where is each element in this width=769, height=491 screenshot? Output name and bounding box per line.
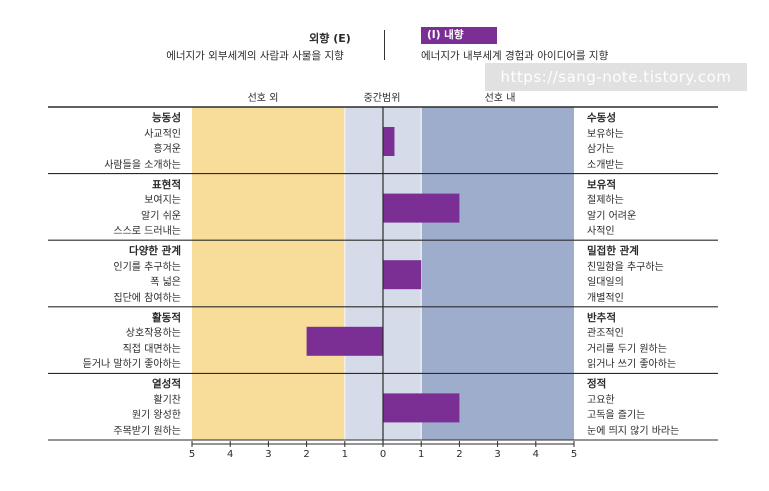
facet-left-item: 사람들을 소개하는 <box>104 159 181 171</box>
facet-right-item: 눈에 띄지 않기 바라는 <box>587 425 680 437</box>
x-tick-label: 0 <box>379 449 387 460</box>
facet-left-title: 능동성 <box>152 112 181 124</box>
x-tick-label: 4 <box>532 449 539 460</box>
zone-label-left: 선호 외 <box>247 93 279 104</box>
facet-left-item: 활기찬 <box>153 394 181 406</box>
facet-left-title: 열성적 <box>152 378 181 391</box>
facet-left-item: 흥겨운 <box>153 144 181 155</box>
x-tick-label: 5 <box>570 449 578 460</box>
watermark: https://sang-note.tistory.com <box>485 63 747 91</box>
header-divider <box>384 30 385 60</box>
x-tick-label: 1 <box>341 449 348 460</box>
facet-left-item: 상호작용하는 <box>125 328 181 340</box>
facet-right-title: 반추적 <box>587 311 616 324</box>
bar-5 <box>383 393 460 423</box>
facet-left-item: 인기를 추구하는 <box>113 261 181 273</box>
facet-left-title: 표현적 <box>152 178 181 191</box>
facet-right-item: 친밀함을 추구하는 <box>587 261 664 273</box>
facet-right-item: 일대일의 <box>587 277 624 289</box>
facet-right-title: 보유적 <box>587 178 616 191</box>
zone-label-middle: 중간범위 <box>363 93 401 104</box>
facet-left-item: 폭 넓은 <box>150 277 181 289</box>
zone-left-band <box>192 107 345 440</box>
facet-right-item: 개별적인 <box>587 292 624 304</box>
facet-right-item: 읽거나 쓰기 좋아하는 <box>587 359 677 371</box>
facet-right-title: 수동성 <box>587 112 616 124</box>
x-tick-label: 1 <box>418 449 425 460</box>
facet-left-item: 보여지는 <box>144 195 181 207</box>
facet-right-item: 관조적인 <box>587 328 624 340</box>
x-tick-label: 2 <box>303 449 310 460</box>
facet-left-item: 원기 왕성한 <box>131 410 181 422</box>
right-preference-title: (I) 내향 <box>421 27 497 44</box>
zone-label-right: 선호 내 <box>484 93 516 104</box>
bar-2 <box>383 193 460 223</box>
facet-right-title: 밀접한 관계 <box>587 245 639 258</box>
facet-left-item: 사교적인 <box>144 128 181 140</box>
x-tick-label: 4 <box>227 449 234 460</box>
x-tick-label: 3 <box>265 449 272 460</box>
left-preference-title: 외향 (E) <box>309 32 351 45</box>
facet-left-item: 주목받기 원하는 <box>113 425 181 437</box>
facet-left-title: 다양한 관계 <box>129 245 181 258</box>
bar-1 <box>383 127 395 156</box>
facet-left-item: 직접 대면하는 <box>122 343 181 355</box>
zone-right-band <box>421 107 574 440</box>
facet-right-item: 사적인 <box>587 226 615 238</box>
facet-right-item: 소개받는 <box>587 159 624 171</box>
x-tick-label: 3 <box>494 449 501 460</box>
right-preference-description: 에너지가 내부세계 경험과 아이디어를 지향 <box>421 50 609 62</box>
facet-right-item: 고독을 즐기는 <box>587 410 646 422</box>
facet-right-item: 고요한 <box>587 394 615 406</box>
facet-right-title: 정적 <box>587 378 607 391</box>
facet-left-title: 활동적 <box>152 311 181 324</box>
facet-left-item: 알기 쉬운 <box>141 210 181 222</box>
facet-left-item: 집단에 참여하는 <box>113 292 181 304</box>
facet-right-item: 절제하는 <box>587 195 624 207</box>
facet-right-item: 보유하는 <box>587 128 624 140</box>
bar-4 <box>306 326 383 356</box>
facet-right-item: 삼가는 <box>587 144 615 155</box>
facet-right-item: 거리를 두기 원하는 <box>587 343 667 355</box>
x-tick-label: 2 <box>456 449 463 460</box>
bar-3 <box>383 260 422 290</box>
left-preference-description: 에너지가 외부세계의 사람과 사물을 지향 <box>166 50 344 62</box>
x-tick-label: 5 <box>188 449 196 460</box>
facet-left-item: 듣거나 말하기 좋아하는 <box>82 359 181 371</box>
facet-left-item: 스스로 드러내는 <box>113 226 181 238</box>
facet-right-item: 알기 어려운 <box>587 210 637 222</box>
